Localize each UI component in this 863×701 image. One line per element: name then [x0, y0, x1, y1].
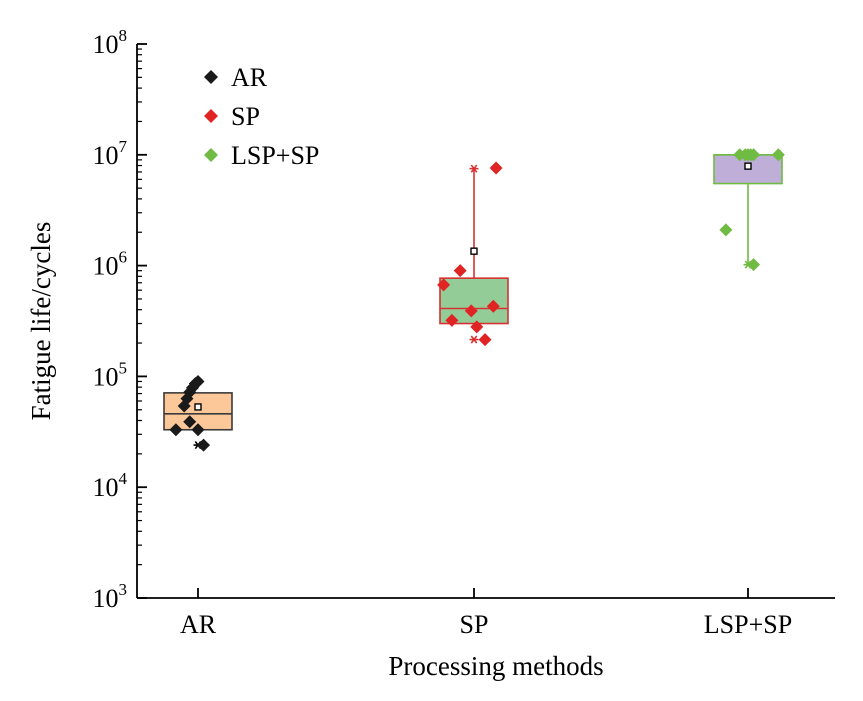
- data-point: [486, 299, 500, 313]
- data-point: [453, 264, 467, 278]
- y-tick-label: 105: [93, 358, 128, 391]
- data-point: [197, 438, 211, 452]
- x-tick-label: LSP+SP: [704, 610, 792, 639]
- box-group-lsp-sp: [713, 148, 785, 272]
- min-marker: [469, 335, 479, 344]
- data-point: [489, 161, 503, 175]
- axes: 103 104 105 106 107 108 AR SP LSP+SP: [93, 26, 835, 639]
- legend-marker: [204, 109, 218, 123]
- data-point: [747, 258, 761, 272]
- x-tick-label: AR: [180, 610, 217, 639]
- x-axis-title: Processing methods: [388, 651, 603, 681]
- legend-marker: [204, 148, 218, 162]
- legend-label: LSP+SP: [231, 141, 319, 170]
- x-axis-ticks: AR SP LSP+SP: [180, 588, 792, 639]
- mean-marker: [744, 162, 752, 170]
- data-point: [464, 304, 478, 318]
- y-tick-label: 103: [93, 580, 128, 613]
- data-point: [771, 148, 785, 162]
- y-tick-label: 107: [93, 137, 128, 170]
- legend-label: AR: [231, 63, 268, 92]
- box-group-ar: [163, 374, 233, 452]
- max-marker: [469, 164, 479, 173]
- y-axis-ticks: 103 104 105 106 107 108: [93, 26, 147, 613]
- data-point: [747, 148, 761, 162]
- plot-area: [163, 148, 785, 452]
- data-point: [183, 415, 197, 429]
- data-point: [437, 278, 451, 292]
- x-tick-label: SP: [460, 610, 489, 639]
- y-axis-title: Fatigue life/cycles: [26, 222, 56, 421]
- legend-marker: [204, 70, 218, 84]
- legend: AR SP LSP+SP: [204, 63, 319, 170]
- y-tick-label: 104: [93, 469, 128, 502]
- mean-marker: [194, 403, 202, 411]
- data-point: [191, 423, 205, 437]
- data-point: [445, 313, 459, 327]
- data-point: [169, 423, 183, 437]
- y-tick-label: 106: [93, 248, 128, 281]
- mean-marker: [470, 247, 478, 255]
- data-point: [191, 374, 205, 388]
- data-point: [470, 320, 484, 334]
- data-point: [719, 223, 733, 237]
- data-point: [478, 333, 492, 347]
- box-group-sp: [437, 161, 509, 347]
- y-tick-label: 108: [93, 26, 128, 59]
- legend-label: SP: [231, 102, 260, 131]
